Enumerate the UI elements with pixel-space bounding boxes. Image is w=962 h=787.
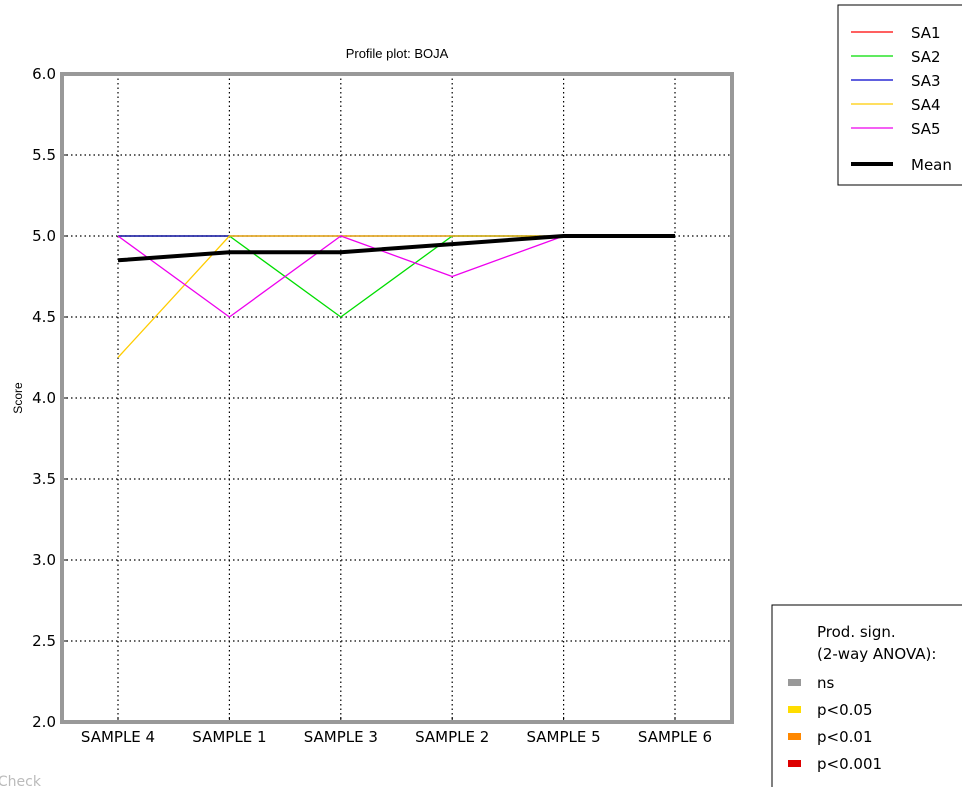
legend-label-mean: Mean: [911, 156, 952, 174]
legend-label-sa3: SA3: [911, 72, 941, 90]
significance-label-p-0-01: p<0.01: [817, 728, 873, 746]
x-tick-label: SAMPLE 5: [526, 728, 600, 746]
significance-label-ns: ns: [817, 674, 835, 692]
legend-label-sa4: SA4: [911, 96, 941, 114]
y-axis-label: Score: [11, 382, 25, 414]
significance-swatch-ns: [788, 679, 801, 686]
y-tick-label: 6.0: [32, 65, 56, 83]
significance-swatch-p-0-05: [788, 706, 801, 713]
series-lines: [118, 236, 675, 358]
x-tick-label: SAMPLE 6: [638, 728, 712, 746]
y-tick-label: 4.0: [32, 389, 56, 407]
series-legend: SA1 SA2 SA3 SA4 SA5 Mean: [838, 5, 962, 185]
x-tick-label: SAMPLE 4: [81, 728, 155, 746]
y-tick-label: 2.0: [32, 713, 56, 731]
significance-legend-title-line2: (2-way ANOVA):: [817, 645, 936, 663]
y-tick-label: 4.5: [32, 308, 56, 326]
y-tick-label: 5.5: [32, 146, 56, 164]
legend-label-sa5: SA5: [911, 120, 941, 138]
chart-title: Profile plot: BOJA: [346, 46, 449, 61]
significance-swatch-p-0-001: [788, 760, 801, 767]
significance-label-p-0-05: p<0.05: [817, 701, 873, 719]
significance-label-p-0-001: p<0.001: [817, 755, 882, 773]
y-tick-label: 3.5: [32, 470, 56, 488]
watermark-text: lCheck: [0, 774, 42, 787]
y-tick-label: 2.5: [32, 632, 56, 650]
grid-lines: [62, 74, 732, 722]
significance-legend: Prod. sign. (2-way ANOVA): ns p<0.05 p<0.0…: [772, 605, 962, 787]
legend-label-sa1: SA1: [911, 24, 941, 42]
x-tick-label: SAMPLE 3: [304, 728, 378, 746]
y-tick-label: 3.0: [32, 551, 56, 569]
legend-label-sa2: SA2: [911, 48, 941, 66]
x-tick-label: SAMPLE 1: [192, 728, 266, 746]
significance-legend-title-line1: Prod. sign.: [817, 623, 896, 641]
y-tick-label: 5.0: [32, 227, 56, 245]
significance-swatch-p-0-01: [788, 733, 801, 740]
x-tick-label: SAMPLE 2: [415, 728, 489, 746]
